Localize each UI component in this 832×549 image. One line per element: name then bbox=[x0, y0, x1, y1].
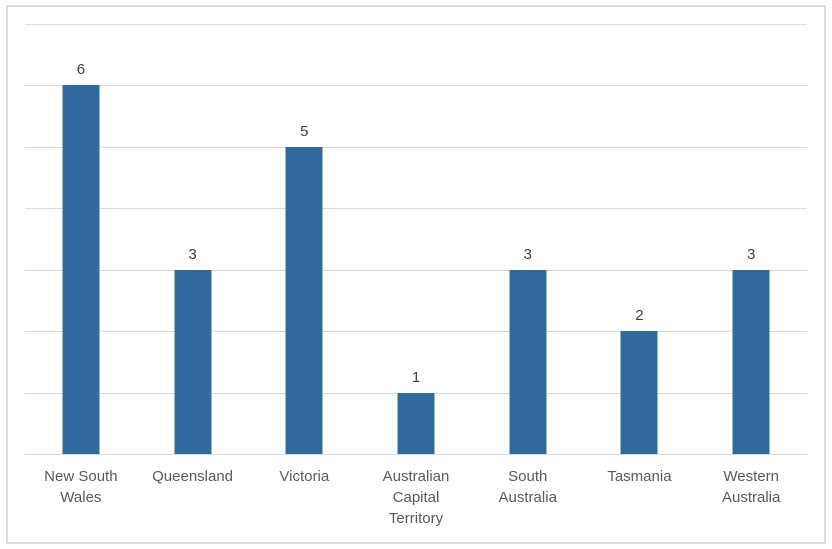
category-label-line: Territory bbox=[388, 510, 444, 527]
data-label: 5 bbox=[300, 122, 309, 140]
data-label: 2 bbox=[635, 307, 644, 325]
category-label-line: South bbox=[508, 468, 548, 485]
bar[interactable] bbox=[62, 85, 100, 454]
bar[interactable] bbox=[174, 269, 212, 454]
bar-column: 1 bbox=[360, 24, 472, 454]
category-label-line: Australia bbox=[498, 489, 557, 506]
category-label: Tasmania bbox=[584, 466, 696, 529]
gridline bbox=[25, 24, 807, 25]
category-label: Victoria bbox=[248, 466, 360, 529]
data-label: 3 bbox=[188, 245, 197, 263]
bar[interactable] bbox=[620, 331, 658, 454]
category-label: Western Australia bbox=[695, 466, 807, 529]
data-label: 3 bbox=[523, 245, 532, 263]
x-axis-line bbox=[25, 454, 807, 455]
gridline bbox=[25, 269, 807, 271]
gridline bbox=[25, 146, 807, 148]
category-label-line: Queensland bbox=[152, 468, 234, 485]
bar-column: 3 bbox=[472, 24, 584, 454]
category-label-line: Wales bbox=[60, 489, 102, 506]
category-label-line: New South bbox=[44, 468, 118, 485]
x-axis-labels: New South Wales Queensland Victoria Australi… bbox=[25, 466, 807, 529]
category-label-line: Western bbox=[723, 468, 779, 485]
bar-column: 3 bbox=[695, 24, 807, 454]
bar-column: 3 bbox=[137, 24, 249, 454]
category-label-line: Australia bbox=[721, 489, 781, 506]
data-label: 1 bbox=[411, 368, 421, 386]
gridline bbox=[25, 208, 807, 210]
bar[interactable] bbox=[509, 269, 547, 454]
bar[interactable] bbox=[285, 146, 323, 454]
bars-row: 6 3 5 1 3 2 3 bbox=[25, 24, 807, 454]
category-label: Queensland bbox=[137, 466, 249, 529]
bar-column: 6 bbox=[25, 24, 137, 454]
data-label: 3 bbox=[747, 245, 756, 263]
category-label-line: Australian bbox=[382, 468, 450, 485]
gridline bbox=[25, 331, 807, 333]
bar-column: 5 bbox=[248, 24, 360, 454]
plot-area[interactable]: 6 3 5 1 3 2 3 bbox=[25, 24, 807, 455]
gridline bbox=[25, 85, 807, 87]
category-label: New South Wales bbox=[25, 466, 137, 529]
category-label-line: Victoria bbox=[279, 468, 330, 485]
category-label: Australian Capital Territory bbox=[360, 466, 472, 529]
data-label: 6 bbox=[76, 61, 86, 79]
category-label: South Australia bbox=[472, 466, 584, 529]
bar[interactable] bbox=[732, 269, 770, 454]
bar-column: 2 bbox=[584, 24, 696, 454]
category-label-line: Capital bbox=[392, 489, 440, 506]
bar[interactable] bbox=[397, 392, 435, 454]
category-label-line: Tasmania bbox=[607, 468, 672, 485]
